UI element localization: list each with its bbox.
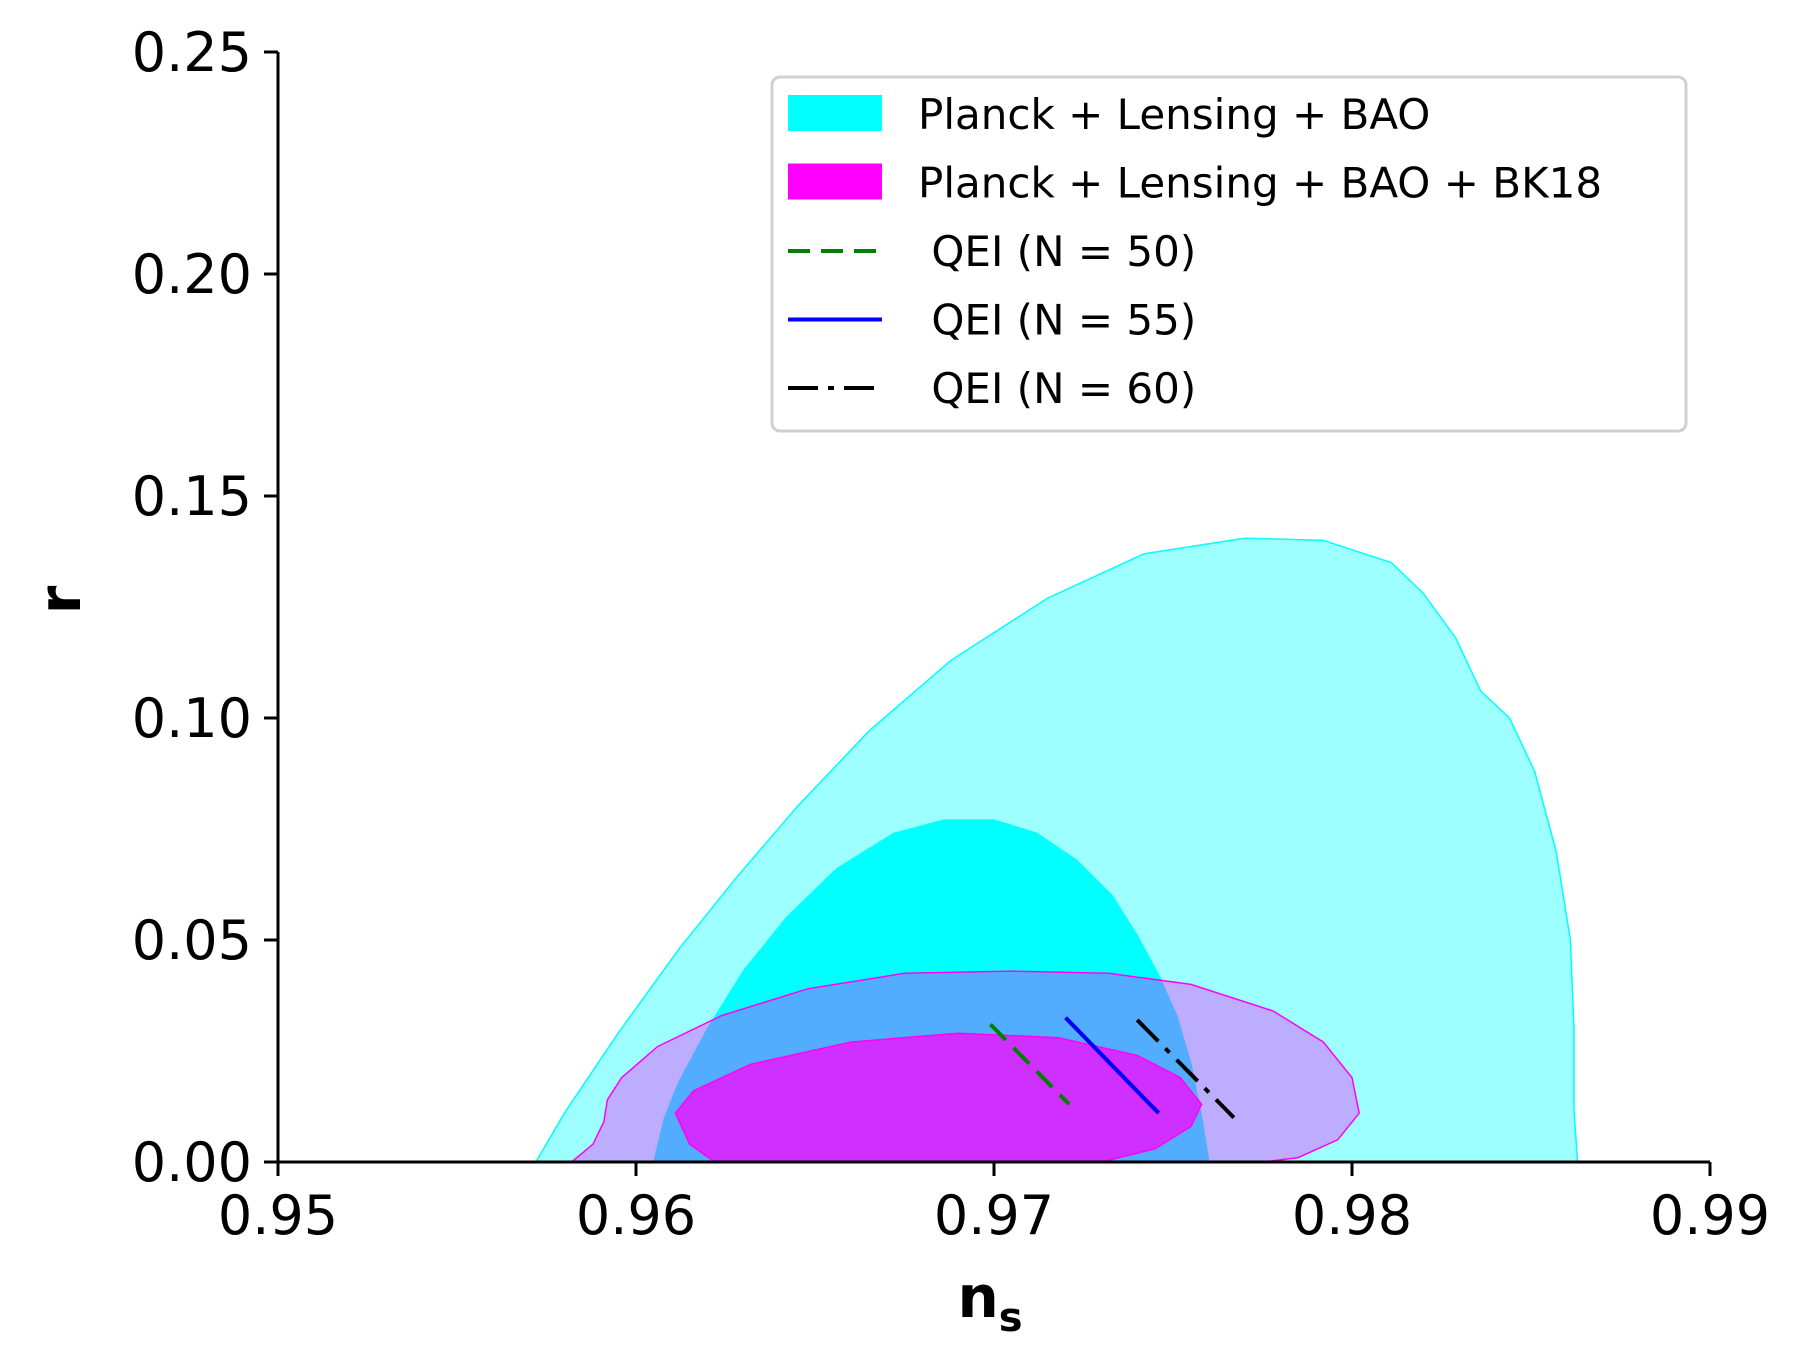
legend-label: Planck + Lensing + BAO + BK18 bbox=[918, 159, 1602, 208]
series-line-1 bbox=[1064, 1016, 1161, 1115]
ticks: 0.95 0.96 0.97 0.98 0.99 0.00 0.05 0.10 0.15 0.20… bbox=[132, 21, 1770, 1247]
x-axis-label-subscript: s bbox=[999, 1295, 1023, 1341]
x-tick-label: 0.95 bbox=[218, 1184, 338, 1247]
legend-swatch-region bbox=[788, 163, 882, 200]
x-axis-label: ns bbox=[957, 1263, 1022, 1341]
x-tick-label: 0.97 bbox=[934, 1184, 1054, 1247]
confidence-regions bbox=[534, 537, 1579, 1163]
x-tick-label: 0.99 bbox=[1650, 1184, 1770, 1247]
legend-box bbox=[770, 75, 1688, 433]
qei-lines bbox=[988, 1016, 1236, 1120]
region-1-inner-contour bbox=[674, 1032, 1203, 1163]
legend-label: QEI (N = 60) bbox=[918, 364, 1196, 413]
y-tick-label: 0.25 bbox=[132, 21, 252, 84]
x-axis-label-main: n bbox=[957, 1263, 998, 1331]
legend-label: QEI (N = 55) bbox=[918, 296, 1196, 345]
legend-label: Planck + Lensing + BAO bbox=[918, 90, 1430, 139]
y-tick-label: 0.10 bbox=[132, 687, 252, 750]
y-tick-label: 0.05 bbox=[132, 909, 252, 972]
y-tick-label: 0.15 bbox=[132, 465, 252, 528]
y-tick-label: 0.20 bbox=[132, 243, 252, 306]
legend-label: QEI (N = 50) bbox=[918, 227, 1196, 276]
y-tick-label: 0.00 bbox=[132, 1131, 252, 1194]
legend-swatch-region bbox=[788, 95, 882, 131]
x-tick-label: 0.98 bbox=[1292, 1184, 1412, 1247]
series-line-2 bbox=[1135, 1018, 1236, 1120]
series-line-0 bbox=[988, 1022, 1071, 1106]
y-axis-label: r bbox=[26, 585, 94, 614]
x-tick-label: 0.96 bbox=[576, 1184, 696, 1247]
legend: Planck + Lensing + BAO Planck + Lensing +… bbox=[770, 75, 1688, 433]
